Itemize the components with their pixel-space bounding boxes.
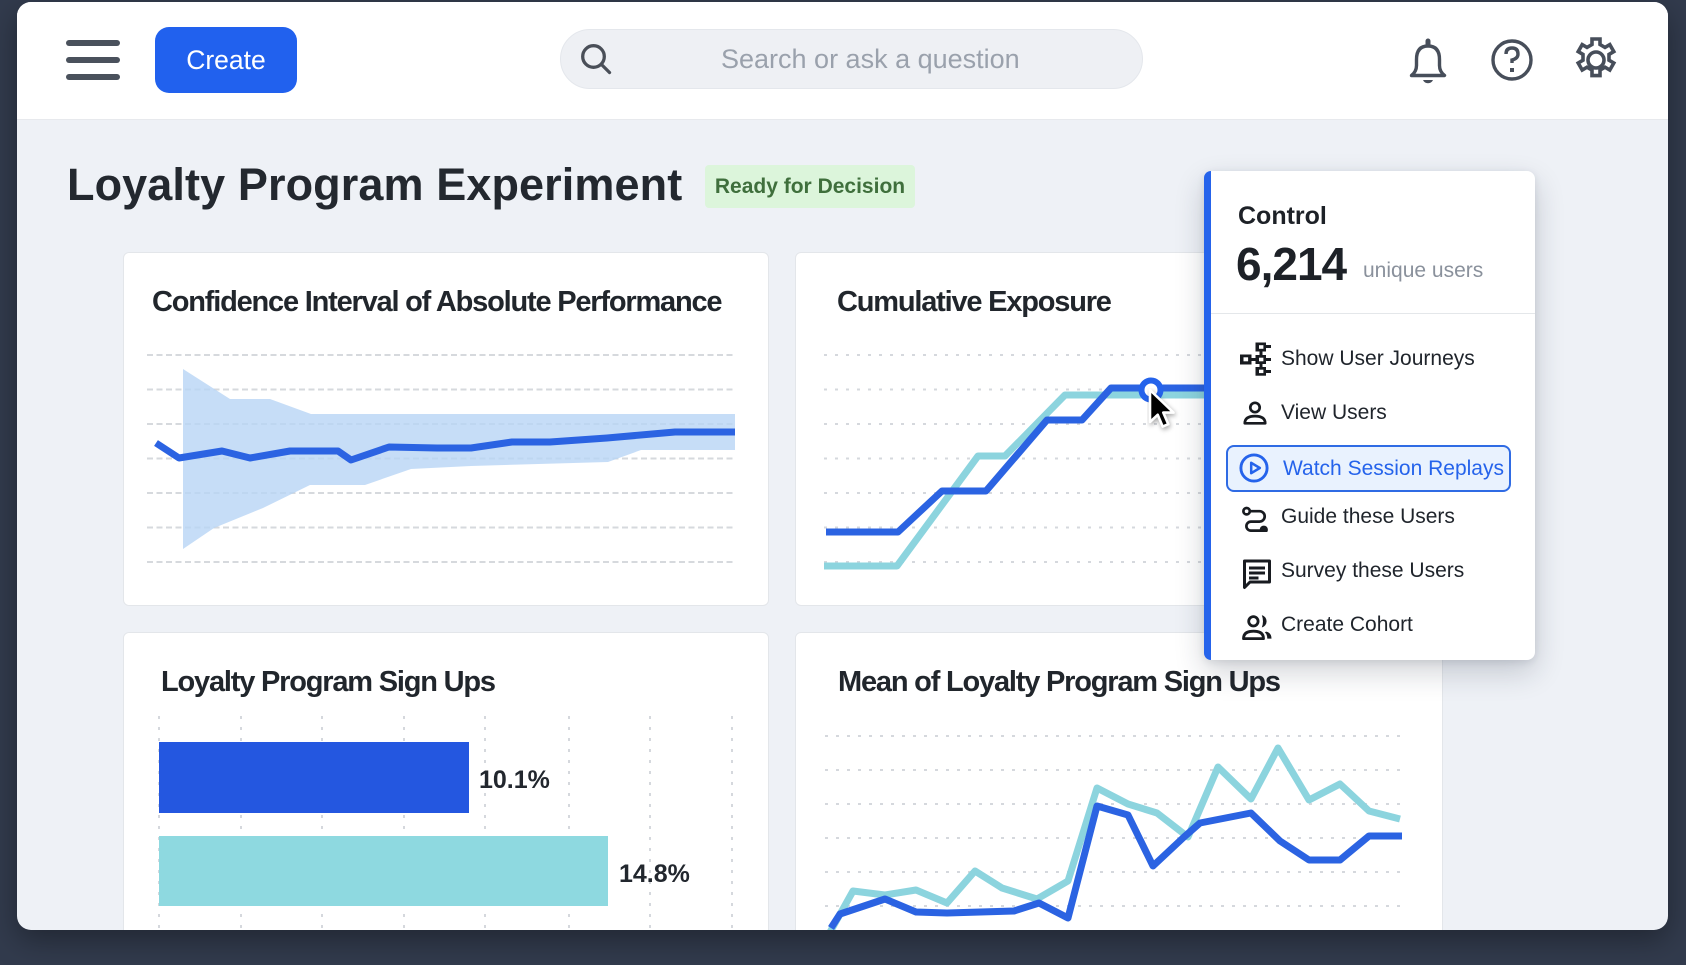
svg-text:14.8%: 14.8% [619, 860, 690, 888]
svg-text:10.1%: 10.1% [479, 766, 550, 794]
